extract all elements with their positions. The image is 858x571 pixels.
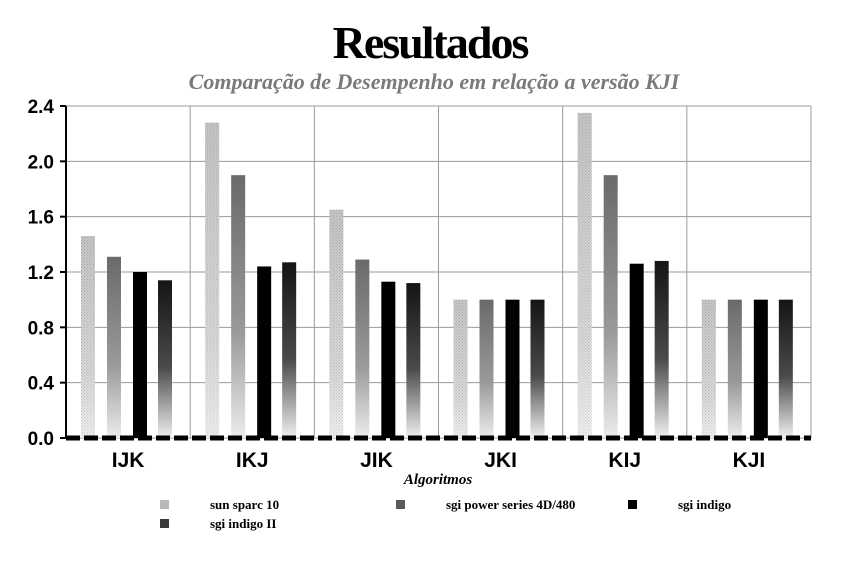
y-tick-label: 1.6 (28, 208, 54, 229)
chart-title: Resultados (333, 17, 529, 68)
bar-3-kij (654, 260, 669, 438)
y-tick-label: 0.8 (28, 318, 54, 339)
bar-texture (453, 299, 468, 438)
bar-texture (329, 209, 344, 438)
bar-texture (205, 122, 220, 438)
y-axis-ticks: 0.0 0.4 0.8 1.2 1.6 2.0 2.4 (28, 97, 66, 450)
bar-1-ikj (231, 175, 246, 438)
bar-2-jki (505, 299, 520, 438)
bar-1-kji (727, 299, 742, 438)
bar-3-ikj (282, 262, 297, 438)
x-tick-label: KIJ (608, 449, 641, 472)
legend-label: sgi power series 4D/480 (446, 497, 575, 512)
legend-swatch (160, 500, 169, 509)
bar-3-kji (778, 299, 793, 438)
bar-3-jki (530, 299, 545, 438)
x-tick-label: KJI (733, 449, 766, 472)
legend-swatch (628, 500, 637, 509)
legend-label: sgi indigo (678, 497, 731, 512)
chart-subtitle: Comparação de Desempenho em relação a ve… (189, 69, 681, 94)
legend-label: sgi indigo II (210, 516, 276, 531)
bar-1-jik (355, 259, 370, 438)
y-tick-label: 2.4 (28, 97, 55, 118)
bar-1-jki (479, 299, 494, 438)
y-tick-label: 0.0 (28, 429, 54, 450)
bar-1-kij (603, 175, 618, 438)
legend-swatch (396, 500, 405, 509)
bar-2-ijk (133, 272, 147, 438)
x-tick-label: IJK (112, 449, 145, 472)
x-tick-label: IKJ (236, 449, 269, 472)
y-tick-label: 0.4 (28, 374, 55, 395)
bar-1-ijk (107, 256, 121, 438)
bar-3-ijk (158, 280, 172, 438)
x-axis-ticks: IJK IKJ JIK JKI KIJ KJI (112, 449, 766, 472)
x-tick-label: JKI (484, 449, 517, 472)
grid (65, 105, 812, 439)
y-tick-label: 2.0 (28, 152, 54, 173)
y-tick-label: 1.2 (28, 263, 54, 284)
x-axis-label: Algoritmos (403, 472, 473, 488)
legend-label: sun sparc 10 (210, 497, 279, 512)
legend-swatch (160, 519, 169, 528)
x-tick-label: JIK (360, 449, 393, 472)
bar-texture (81, 236, 95, 438)
bar-texture (577, 112, 592, 439)
bars (81, 112, 793, 439)
bar-2-ikj (257, 266, 272, 438)
bar-2-kji (753, 299, 768, 438)
bar-texture (701, 299, 716, 438)
bar-2-kij (629, 263, 644, 438)
bar-2-jik (381, 281, 396, 438)
bar-3-jik (406, 283, 421, 438)
legend: sun sparc 10 sgi power series 4D/480 sgi i… (160, 497, 731, 531)
